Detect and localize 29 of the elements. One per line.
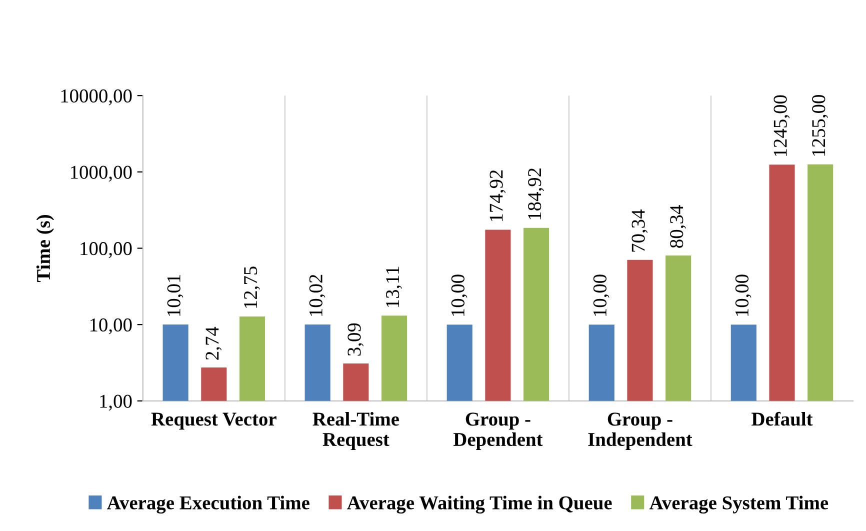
- data-label: 174,92: [490, 170, 506, 222]
- data-label: 10,00: [451, 274, 468, 316]
- legend-label: Average Execution Time: [107, 496, 310, 514]
- data-label: 10,02: [309, 274, 326, 316]
- data-label: 12,75: [244, 266, 260, 308]
- data-label: 2,74: [206, 326, 222, 360]
- data-label: 13,11: [386, 266, 402, 307]
- data-label: 80,34: [670, 205, 686, 248]
- data-label: 10,00: [735, 274, 752, 316]
- y-tick-label: 10,00: [90, 318, 132, 334]
- x-tick-label: Default: [752, 412, 813, 426]
- data-label: 10,01: [167, 275, 184, 316]
- y-tick-label: 100,00: [80, 242, 132, 258]
- x-tick-label: Request Vector: [151, 412, 276, 430]
- x-tick-label: Group - Dependent: [453, 412, 543, 450]
- y-tick-label: 1,00: [100, 394, 132, 411]
- data-label: 3,09: [348, 323, 364, 356]
- y-axis-title: Time (s): [36, 214, 54, 282]
- data-label: 184,92: [528, 168, 544, 220]
- x-tick-label: Group - Independent: [588, 412, 692, 450]
- x-tick-label: Real-Time Request: [312, 412, 399, 450]
- legend-label: Average System Time: [649, 496, 828, 514]
- data-label: 1245,00: [774, 95, 790, 156]
- data-label: 70,34: [632, 210, 648, 252]
- y-tick-label: 1000,00: [70, 166, 132, 182]
- data-label: 1255,00: [812, 94, 828, 156]
- data-label: 10,00: [593, 274, 610, 316]
- y-tick-label: 10000,00: [61, 89, 132, 106]
- legend-label: Average Waiting Time in Queue: [347, 496, 612, 514]
